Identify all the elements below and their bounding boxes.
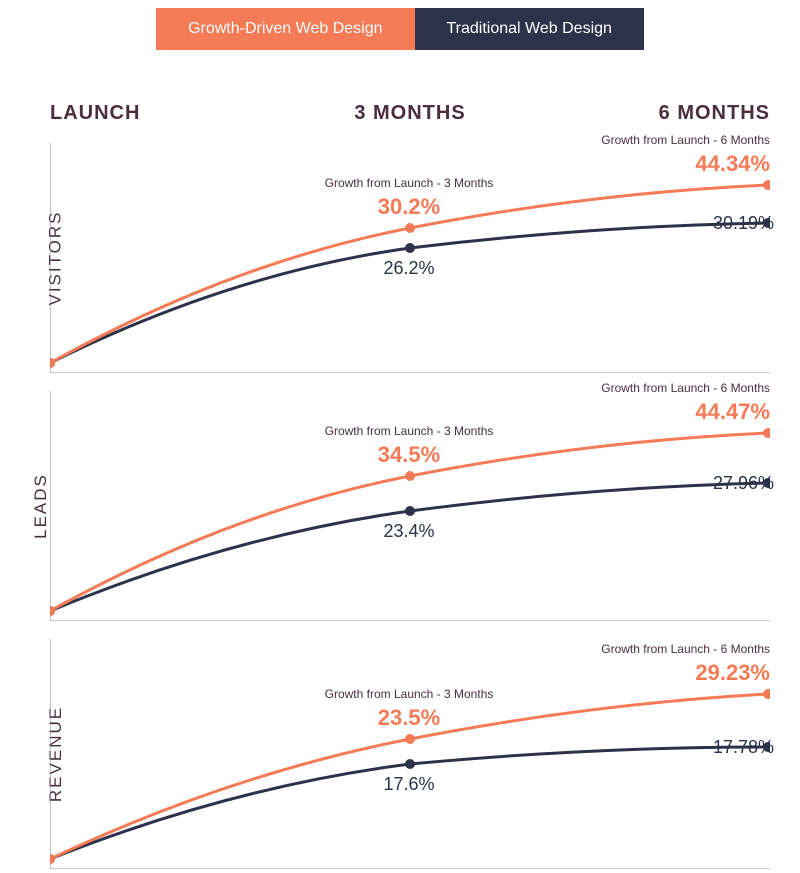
value-growth-6m-revenue: 29.23% <box>695 660 770 686</box>
value-trad-6m-visitors: 30.19% <box>713 213 774 234</box>
header-3-months: 3 MONTHS <box>290 102 530 125</box>
value-trad-3m-visitors: 26.2% <box>383 258 434 279</box>
caption-6m-leads: Growth from Launch - 6 Months <box>601 381 770 395</box>
value-trad-3m-leads: 23.4% <box>383 521 434 542</box>
y-label-leads: LEADS <box>31 473 51 539</box>
value-growth-3m-leads: 34.5% <box>378 442 440 468</box>
chart-revenue: REVENUEGrowth from Launch - 3 Months23.5… <box>50 639 770 869</box>
caption-3m-revenue: Growth from Launch - 3 Months <box>325 687 494 701</box>
value-growth-6m-leads: 44.47% <box>695 399 770 425</box>
legend-traditional: Traditional Web Design <box>415 8 644 50</box>
legend: Growth-Driven Web Design Traditional Web… <box>0 0 800 50</box>
header-launch: LAUNCH <box>50 102 290 125</box>
caption-3m-leads: Growth from Launch - 3 Months <box>325 424 494 438</box>
value-trad-6m-leads: 27.96% <box>713 473 774 494</box>
value-trad-3m-revenue: 17.6% <box>383 774 434 795</box>
value-trad-6m-revenue: 17.78% <box>713 737 774 758</box>
legend-growth: Growth-Driven Web Design <box>156 8 414 50</box>
chart-leads: LEADSGrowth from Launch - 3 Months34.5%2… <box>50 391 770 621</box>
value-growth-3m-revenue: 23.5% <box>378 705 440 731</box>
chart-visitors: VISITORSGrowth from Launch - 3 Months30.… <box>50 143 770 373</box>
header-6-months: 6 MONTHS <box>530 102 770 125</box>
caption-6m-revenue: Growth from Launch - 6 Months <box>601 642 770 656</box>
chart-svg-revenue <box>50 639 770 869</box>
time-headers: LAUNCH 3 MONTHS 6 MONTHS <box>0 102 800 125</box>
caption-6m-visitors: Growth from Launch - 6 Months <box>601 133 770 147</box>
value-growth-3m-visitors: 30.2% <box>378 194 440 220</box>
caption-3m-visitors: Growth from Launch - 3 Months <box>325 176 494 190</box>
value-growth-6m-visitors: 44.34% <box>695 151 770 177</box>
